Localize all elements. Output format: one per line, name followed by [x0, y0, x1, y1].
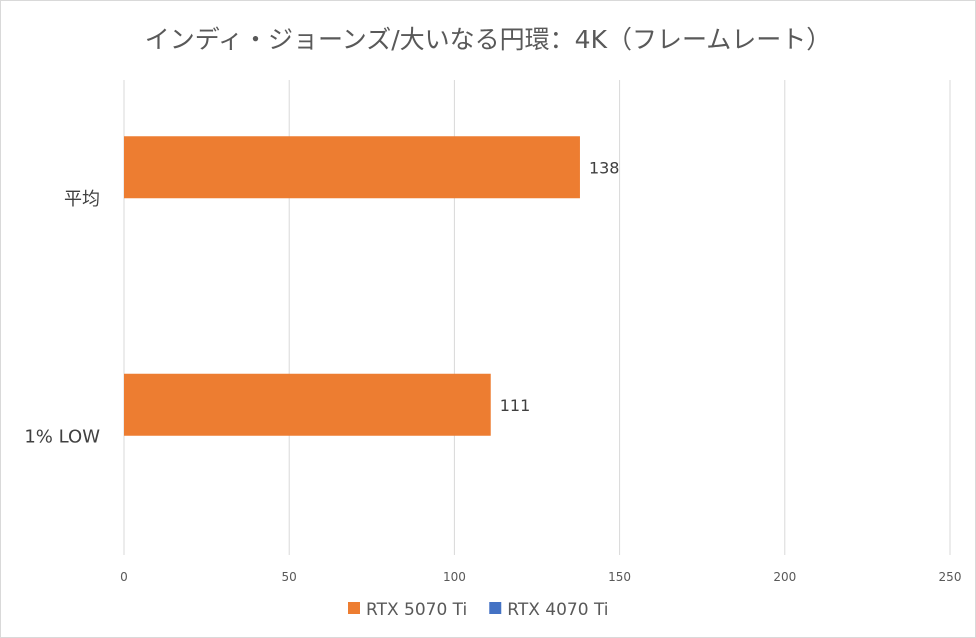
- x-tick-label: 100: [443, 570, 466, 584]
- legend-label: RTX 5070 Ti: [366, 600, 467, 620]
- legend-swatch: [348, 602, 360, 614]
- category-label: 1% LOW: [24, 426, 100, 447]
- legend-label: RTX 4070 Ti: [507, 600, 608, 620]
- data-label: 138: [589, 158, 620, 177]
- bar-rtx-5070-ti: [124, 136, 580, 199]
- bar-rtx-5070-ti: [124, 373, 491, 436]
- x-tick-label: 250: [939, 570, 962, 584]
- data-label: 111: [500, 396, 531, 415]
- legend-swatch: [489, 602, 502, 614]
- category-label: 平均: [64, 189, 100, 210]
- chart-title: インディ・ジョーンズ/大いなる円環：4K（フレームレート）: [145, 25, 831, 54]
- x-tick-label: 150: [608, 570, 631, 584]
- x-tick-label: 200: [773, 570, 796, 584]
- x-tick-label: 0: [120, 570, 128, 584]
- x-tick-label: 50: [282, 570, 297, 584]
